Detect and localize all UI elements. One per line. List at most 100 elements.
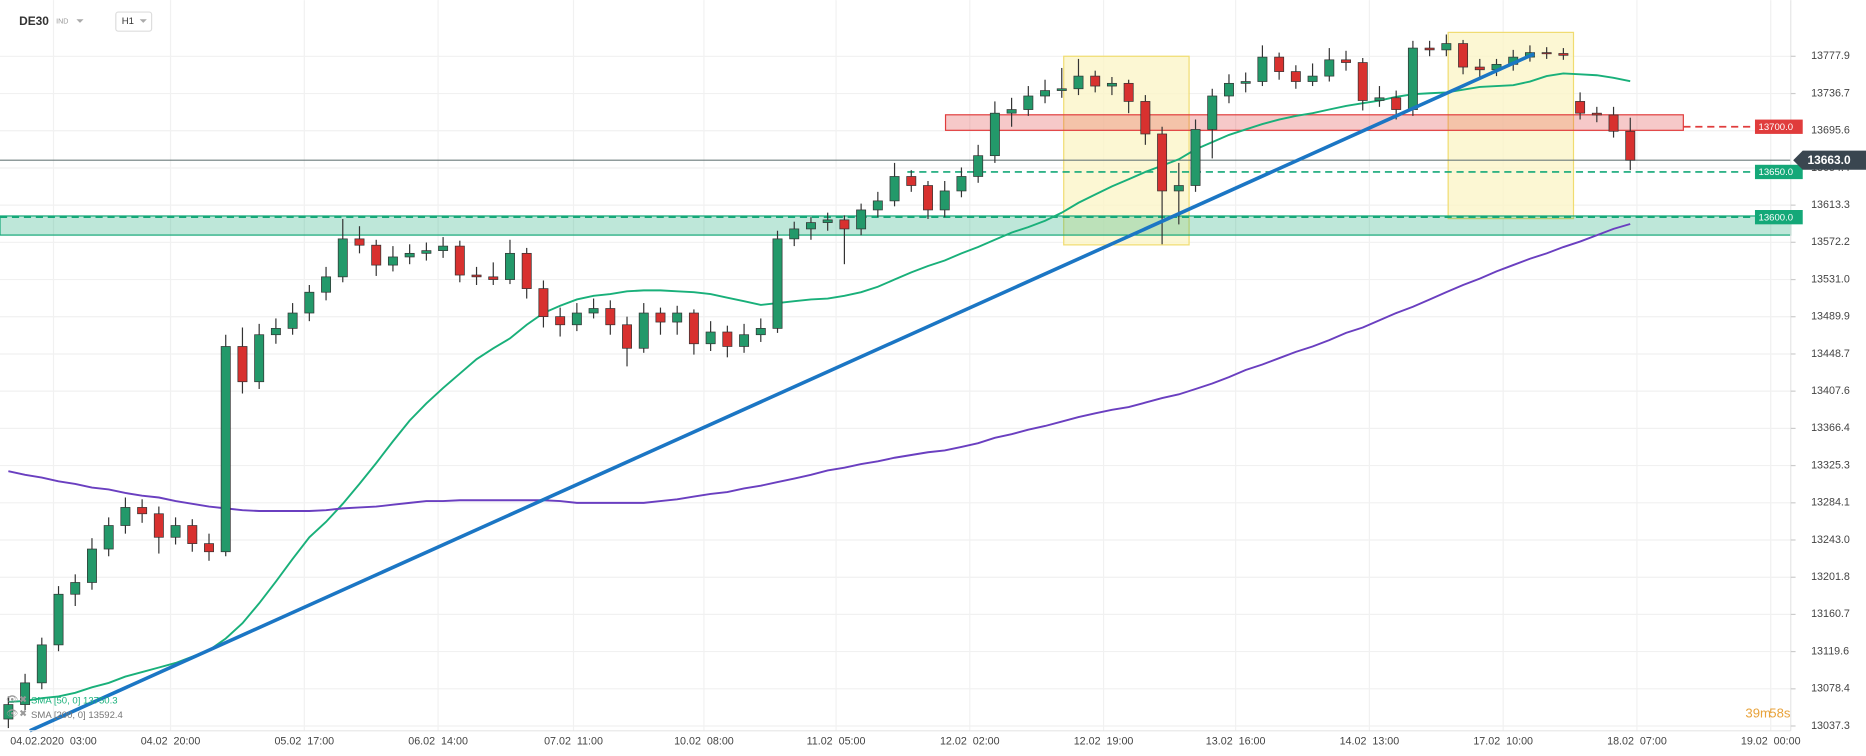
y-tick-label: 13531.0 <box>1811 273 1850 285</box>
level-label: 13600.0 <box>1759 212 1794 223</box>
y-tick-label: 13201.8 <box>1811 571 1850 583</box>
candle-body <box>321 276 332 293</box>
candle-body <box>454 245 465 276</box>
candle-body <box>304 291 315 314</box>
candle-body <box>404 252 415 258</box>
candle-body <box>1625 130 1636 161</box>
candle-body <box>70 582 81 595</box>
candle-body <box>1441 43 1452 51</box>
candle-body <box>287 312 298 329</box>
candle-body <box>488 276 499 280</box>
candle-body <box>939 190 950 211</box>
y-tick-label: 13160.7 <box>1811 608 1850 620</box>
candle-body <box>1257 56 1268 82</box>
x-tick-label: 07.02 11:00 <box>544 735 603 747</box>
candle-body <box>805 222 816 230</box>
legend: 👁 ✖ SMA [50, 0] 13750.3 👁 ✖ SMA [200, 0]… <box>6 694 124 721</box>
candle-body <box>705 331 716 345</box>
x-tick-label: 10.02 08:00 <box>674 735 734 747</box>
x-tick-label: 12.02 19:00 <box>1074 735 1134 747</box>
candle-body <box>622 324 632 349</box>
candle-body <box>772 238 783 329</box>
interval-button[interactable] <box>115 11 153 32</box>
candle-body <box>354 238 365 246</box>
symbol: DE30 <box>19 14 49 28</box>
candle-body <box>1274 56 1285 72</box>
countdown-minutes: 39m <box>1745 706 1771 721</box>
sma-line <box>8 223 1631 512</box>
candle-body <box>1290 71 1301 82</box>
candle-body <box>220 346 231 553</box>
candle-body <box>103 525 114 550</box>
candle-body <box>1040 90 1051 97</box>
candle-body <box>538 288 549 317</box>
legend-icon: 👁 <box>6 694 18 705</box>
legend-icon: 👁 <box>6 709 18 720</box>
candle-body <box>655 312 666 323</box>
x-tick-label: 18.02 07:00 <box>1607 735 1667 747</box>
candle-body <box>137 507 148 515</box>
candle-body <box>1424 47 1435 51</box>
candle-body <box>1407 47 1418 110</box>
candle-body <box>36 644 47 684</box>
candle-body <box>906 176 917 186</box>
candle-body <box>1558 53 1569 56</box>
candle-body <box>371 244 382 266</box>
dropdown-arrow <box>76 19 84 23</box>
y-tick-label: 13284.1 <box>1811 497 1850 509</box>
candle-body <box>588 308 599 314</box>
y-tick-label: 13695.6 <box>1811 125 1850 137</box>
candle-body <box>1391 97 1402 110</box>
candle-body <box>153 513 164 538</box>
candle-body <box>521 252 532 289</box>
candle-body <box>1608 114 1619 132</box>
candle-body <box>956 176 967 192</box>
candle-body <box>170 525 181 538</box>
candle-body <box>505 252 515 280</box>
y-tick-label: 13448.7 <box>1811 348 1850 360</box>
sma-line <box>8 72 1631 703</box>
grid <box>0 0 1791 731</box>
candle-body <box>421 250 432 254</box>
candle-body <box>889 176 900 202</box>
candle-body <box>237 346 248 383</box>
y-tick-label: 13613.3 <box>1811 199 1850 211</box>
candle-body <box>187 525 198 544</box>
x-tick-label: 11.02 05:00 <box>807 735 866 747</box>
candle-body <box>438 245 449 251</box>
candle-body <box>822 219 833 223</box>
x-tick-label: 04.02.2020 03:00 <box>10 735 97 747</box>
market: IND <box>56 18 68 26</box>
zone <box>944 114 1684 131</box>
y-tick-label: 13119.6 <box>1811 645 1849 657</box>
candle-body <box>672 312 683 323</box>
candle-body <box>1056 88 1067 91</box>
x-tick-label: 05.02 17:00 <box>274 735 334 747</box>
candle-body <box>53 593 64 646</box>
legend-entry: SMA [50, 0] 13750.3 <box>31 695 118 706</box>
candle-body <box>872 200 883 211</box>
y-tick-label: 13407.6 <box>1811 385 1850 397</box>
moving-averages <box>8 72 1631 703</box>
candle-body <box>1224 82 1234 97</box>
y-tick-label: 13037.3 <box>1811 720 1850 732</box>
candle-body <box>989 112 1000 157</box>
candle-body <box>87 548 97 583</box>
candle-body <box>1541 52 1552 55</box>
candle-body <box>387 256 398 266</box>
y-tick-label: 13078.4 <box>1811 683 1850 695</box>
y-tick-label: 13243.0 <box>1811 534 1850 546</box>
candle-body <box>204 543 214 553</box>
candle-body <box>270 328 281 336</box>
candle-body <box>1324 59 1335 77</box>
candle-body <box>1207 95 1218 130</box>
candle-body <box>1474 66 1485 71</box>
level-label: 13650.0 <box>1759 167 1794 178</box>
zone <box>0 215 1792 236</box>
candle-body <box>20 682 31 705</box>
candle-body <box>555 316 566 326</box>
y-tick-label: 13736.7 <box>1811 87 1850 99</box>
